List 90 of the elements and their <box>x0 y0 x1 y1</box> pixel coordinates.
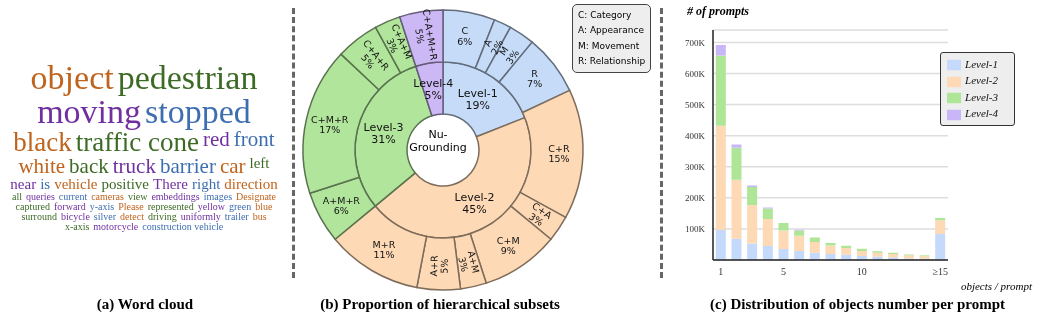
data-label: 11% <box>373 249 395 261</box>
slice-label: A+R <box>428 254 440 277</box>
legend-label: Level-2 <box>965 74 998 87</box>
slice-label: C+R <box>548 142 570 154</box>
text: A: Appearance <box>578 24 645 38</box>
slice-label: M+R <box>372 238 396 250</box>
text: embeddings <box>151 190 200 202</box>
slice-label: Level-1 <box>457 86 498 100</box>
text: back <box>69 153 109 178</box>
legend-label: Level-4 <box>965 107 998 120</box>
x-tick-label: 10 <box>856 266 867 278</box>
text: y-axis <box>89 200 115 212</box>
text: detect <box>120 210 144 222</box>
y-axis-title: # of prompts <box>687 4 750 19</box>
text: queries <box>25 190 55 202</box>
y-tick-label: 100K <box>685 224 706 235</box>
text: bus <box>252 210 267 222</box>
text: motorcycle <box>93 220 139 232</box>
slice-label: Level-2 <box>454 191 495 205</box>
slice-label: A+M+R <box>322 194 361 206</box>
data-label: 5% <box>424 88 443 102</box>
text: vehicle <box>54 175 98 192</box>
data-label: 31% <box>371 132 396 146</box>
y-tick-label: 500K <box>685 99 706 110</box>
x-axis-title: objects / prompt <box>960 280 1032 292</box>
text: right <box>191 175 221 192</box>
text: object <box>30 58 114 96</box>
text: bicycle <box>60 210 90 222</box>
data-label: 45% <box>462 203 487 217</box>
text: represented <box>147 200 194 212</box>
text: (b) Proportion of hierarchical subsets <box>319 296 561 313</box>
text: direction <box>224 175 278 192</box>
x-tick-label: ≥15 <box>932 266 948 278</box>
text: forward <box>54 200 86 212</box>
text: driving <box>147 210 177 222</box>
x-tick-label: 1 <box>718 266 724 278</box>
slice-label: C+M <box>496 234 520 246</box>
data-label: 6% <box>457 35 473 47</box>
text: x-axis <box>64 220 90 232</box>
text: (a) Word cloud <box>95 296 195 313</box>
text: blue <box>255 200 273 212</box>
slice-label: C+M+R <box>311 113 349 125</box>
text: near <box>10 175 37 192</box>
text: car <box>219 153 246 178</box>
data-label: 15% <box>548 153 570 165</box>
text: (c) Distribution of objects number per prompt <box>709 296 1006 313</box>
text: left <box>249 154 270 173</box>
text: trailer <box>224 210 249 222</box>
text: images <box>203 190 233 202</box>
y-tick-label: 600K <box>685 68 706 79</box>
text: positive <box>101 175 149 192</box>
text: is <box>40 175 51 192</box>
slice-label: A <box>481 36 494 48</box>
text: construction vehicle <box>142 220 224 232</box>
data-label: 7% <box>527 78 543 90</box>
data-label: 17% <box>319 124 341 136</box>
y-tick-label: 400K <box>685 130 706 141</box>
text: current <box>58 190 88 202</box>
text: captured <box>15 200 50 212</box>
text: silver <box>93 210 117 222</box>
text: truck <box>112 153 156 178</box>
text: green <box>229 200 252 212</box>
data-label: 5% <box>413 27 427 45</box>
text: uniformly <box>180 210 221 222</box>
text: There <box>152 175 188 192</box>
legend-label: Level-1 <box>965 58 998 70</box>
slice-label: Level-4 <box>413 76 454 90</box>
legend-label: Level-3 <box>965 90 998 103</box>
text: barrier <box>159 153 216 178</box>
data-label: 9% <box>500 245 516 257</box>
text: surround <box>21 210 57 222</box>
text: Nu-Grounding <box>408 128 468 155</box>
text: Please <box>118 200 144 212</box>
text: Designate <box>236 190 277 202</box>
slice-label: Level-3 <box>363 120 404 134</box>
data-label: 19% <box>465 98 491 112</box>
y-tick-label: 300K <box>685 161 706 172</box>
y-tick-label: 200K <box>685 193 706 204</box>
slice-label: R <box>531 67 539 79</box>
text: C: Category <box>578 9 633 22</box>
text: R: Relationship <box>578 54 646 68</box>
text: M: Movement <box>578 39 641 53</box>
y-tick-label: 700K <box>685 37 706 48</box>
data-label: 5% <box>438 258 451 274</box>
text: all <box>11 190 22 202</box>
text: view <box>127 190 148 202</box>
x-tick-label: 5 <box>781 266 786 278</box>
data-label: 6% <box>333 205 349 217</box>
slice-label: C <box>461 25 469 37</box>
text: yellow <box>197 200 225 212</box>
